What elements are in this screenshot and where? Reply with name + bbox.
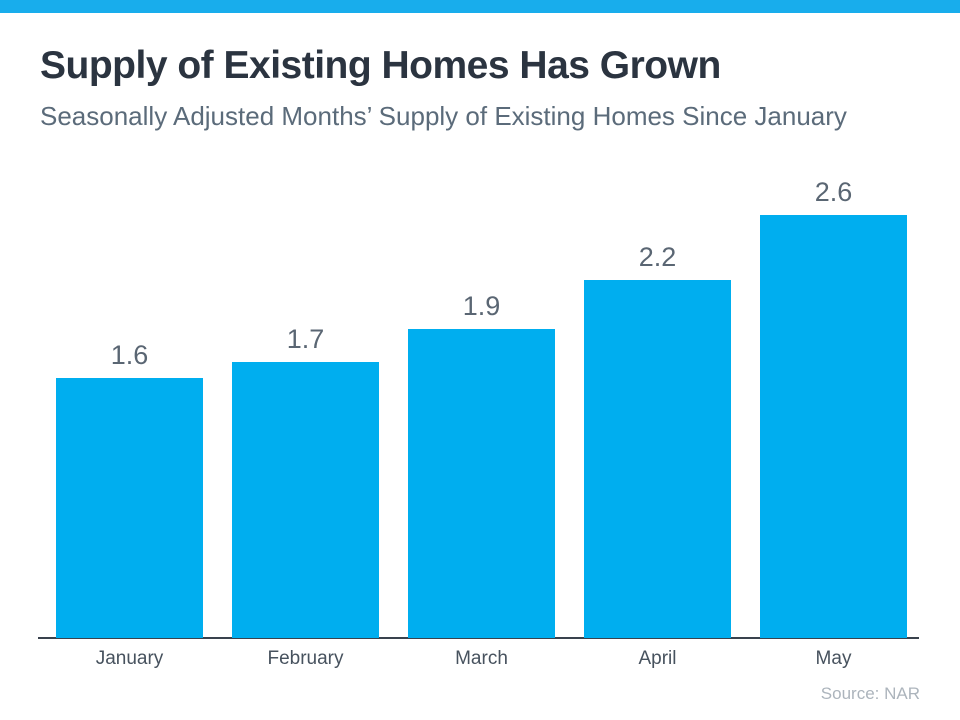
accent-strip <box>0 0 960 13</box>
x-tick-label: January <box>95 648 164 669</box>
source-note: Source: NAR <box>820 684 920 703</box>
chart-subtitle: Seasonally Adjusted Months’ Supply of Ex… <box>40 101 847 131</box>
x-tick-label: February <box>267 648 344 669</box>
bar <box>56 378 203 638</box>
bar <box>584 280 731 638</box>
x-tick-label: April <box>638 648 677 669</box>
x-tick-label: May <box>815 648 852 669</box>
bar <box>408 329 555 638</box>
bar-value-label: 2.2 <box>638 242 677 272</box>
bar-value-label: 1.7 <box>286 324 325 354</box>
bar-value-label: 2.6 <box>814 177 853 207</box>
bar <box>760 215 907 638</box>
bar-value-label: 1.6 <box>110 340 149 370</box>
x-tick-label: March <box>455 648 508 669</box>
bar <box>232 362 379 638</box>
x-axis-line <box>38 637 919 639</box>
bar-value-label: 1.9 <box>462 291 501 321</box>
chart-title: Supply of Existing Homes Has Grown <box>40 44 721 87</box>
